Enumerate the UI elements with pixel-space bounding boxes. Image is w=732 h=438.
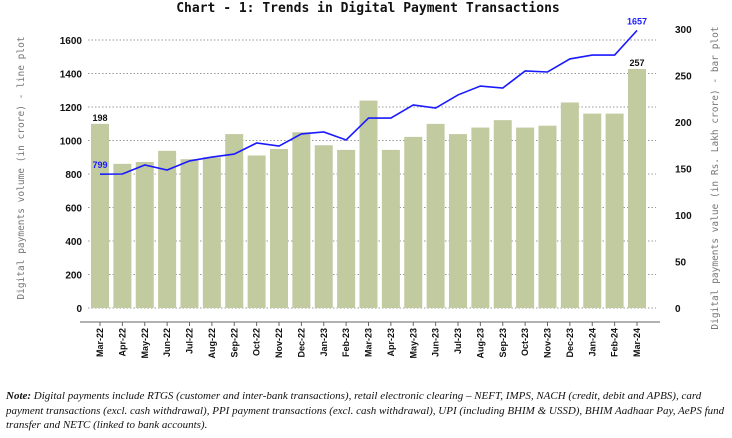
line-series <box>99 29 638 175</box>
line-data-label-last: 1657 <box>627 16 647 26</box>
x-tick-label: Mar-22 <box>95 328 105 357</box>
x-tick-label: Apr-22 <box>117 328 127 357</box>
right-tick-label: 300 <box>675 25 692 36</box>
bar-Jan-23 <box>314 145 333 308</box>
bar-Dec-22 <box>292 132 311 308</box>
bar-Nov-23 <box>538 125 557 308</box>
bar-Mar-23 <box>359 100 378 308</box>
bar-Dec-23 <box>560 102 579 308</box>
x-tick-label: Dec-22 <box>296 328 306 358</box>
bar-Oct-23 <box>516 127 535 308</box>
right-axis-label: Digital payments value (in Rs. Lakh cror… <box>710 26 721 329</box>
right-tick-label: 200 <box>675 118 692 129</box>
x-tick-label: Sep-22 <box>229 328 239 358</box>
right-axis-ticks: 0 50 100 150 200 250 300 <box>675 25 692 315</box>
note-text: Digital payments include RTGS (customer … <box>6 390 725 431</box>
line-data-label-first: 799 <box>92 160 107 170</box>
x-tick-label: Dec-23 <box>565 328 575 358</box>
x-tick-label: Jan-23 <box>319 328 329 357</box>
bar-Aug-23 <box>471 127 490 308</box>
left-axis-ticks: 0 200 400 600 800 1000 1200 1400 1600 <box>60 36 83 315</box>
left-tick-label: 800 <box>65 170 82 181</box>
footnote: Note: Digital payments include RTGS (cus… <box>6 389 728 433</box>
left-tick-label: 0 <box>76 304 82 315</box>
note-label: Note: <box>6 390 32 402</box>
left-tick-label: 400 <box>65 237 82 248</box>
bar-Mar-22 <box>91 123 109 308</box>
x-axis: Mar-22 Apr-22 May-22 Jun-22 Jul-22 Aug-22 Sep-… <box>80 321 660 359</box>
x-tick-label: Apr-23 <box>386 328 396 357</box>
left-tick-label: 200 <box>65 271 82 282</box>
x-tick-label: Oct-23 <box>520 328 530 356</box>
right-tick-label: 50 <box>675 258 687 269</box>
bar-Feb-24 <box>605 113 624 308</box>
bar-Apr-22 <box>113 163 132 308</box>
right-tick-label: 100 <box>675 211 692 222</box>
x-tick-label: Oct-22 <box>252 328 262 356</box>
bar-Nov-22 <box>270 148 288 308</box>
bar-data-label-last: 257 <box>629 58 644 68</box>
bar-Jun-22 <box>158 150 177 308</box>
x-tick-label: Mar-24 <box>632 328 642 357</box>
bar-Jul-22 <box>180 159 199 308</box>
bar-Aug-22 <box>202 157 221 308</box>
x-tick-label: Feb-23 <box>341 328 351 357</box>
x-tick-label: Jan-24 <box>587 328 597 357</box>
x-tick-label: Jun-22 <box>162 328 172 357</box>
x-tick-label: Feb-24 <box>610 328 620 357</box>
right-tick-label: 150 <box>675 165 692 176</box>
data-labels: 198 257 799 1657 <box>92 16 647 170</box>
x-tick-label: Aug-22 <box>207 328 217 359</box>
x-tick-label: May-22 <box>140 328 150 359</box>
left-tick-label: 1600 <box>60 36 83 47</box>
right-tick-label: 0 <box>675 304 681 315</box>
right-tick-label: 250 <box>675 72 692 83</box>
bar-Jun-23 <box>426 123 445 308</box>
x-tick-label: Jun-23 <box>431 328 441 357</box>
line-path <box>99 29 638 175</box>
x-tick-label: Aug-23 <box>475 328 485 359</box>
bar-Jan-24 <box>583 113 602 308</box>
x-tick-label: Jul-22 <box>185 328 195 354</box>
x-tick-label: Mar-23 <box>364 328 374 357</box>
x-tick-label: May-23 <box>408 328 418 359</box>
bar-Sep-23 <box>493 120 512 308</box>
bar-Feb-23 <box>337 149 356 308</box>
x-tick-label: Nov-23 <box>543 328 553 358</box>
bar-May-22 <box>135 161 154 308</box>
x-tick-label: Jul-23 <box>453 328 463 354</box>
bar-Oct-22 <box>247 155 266 308</box>
bar-Apr-23 <box>381 149 400 308</box>
left-tick-label: 1200 <box>60 103 83 114</box>
left-axis-label: Digital payments volume (in crore) - lin… <box>16 36 27 299</box>
bar-Mar-24 <box>628 68 646 309</box>
bar-data-label-first: 198 <box>92 113 107 123</box>
bar-Jul-23 <box>449 134 467 308</box>
chart-title: Chart - 1: Trends in Digital Payment Tra… <box>176 1 560 16</box>
bar-series <box>91 68 646 309</box>
left-tick-label: 1400 <box>60 70 83 81</box>
x-tick-label: Nov-22 <box>274 328 284 358</box>
bar-May-23 <box>404 136 423 308</box>
bar-Sep-22 <box>225 134 244 308</box>
x-tick-label: Sep-23 <box>498 328 508 358</box>
left-tick-label: 600 <box>65 204 82 215</box>
left-tick-label: 1000 <box>60 137 83 148</box>
